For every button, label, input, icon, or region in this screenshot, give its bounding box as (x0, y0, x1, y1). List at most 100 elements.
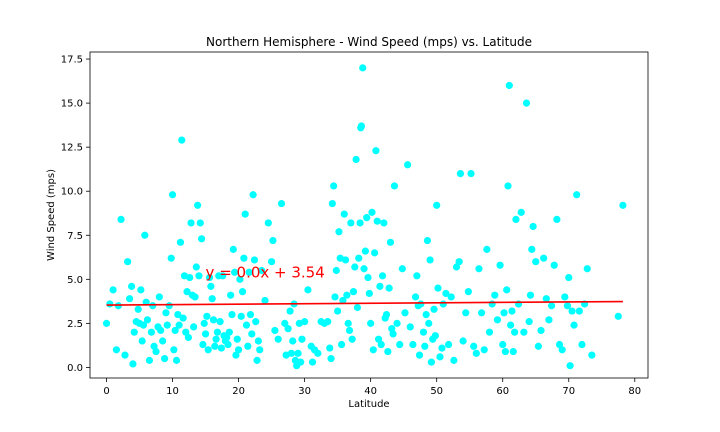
scatter-point (427, 358, 436, 366)
scatter-point (308, 358, 317, 366)
scatter-point (274, 335, 282, 343)
scatter-point (281, 319, 289, 327)
scatter-point (192, 263, 200, 271)
scatter-point (284, 325, 292, 333)
scatter-point (480, 346, 488, 354)
scatter-point (141, 231, 149, 239)
scatter-point (470, 342, 478, 350)
scatter-point (155, 293, 163, 301)
scatter-point (234, 346, 243, 354)
scatter-point (198, 235, 206, 243)
scatter-point (237, 312, 245, 320)
scatter-point (168, 191, 177, 199)
scatter-point (588, 351, 596, 359)
scatter-point (167, 254, 175, 262)
scatter-point (264, 219, 272, 227)
scatter-point (351, 263, 359, 271)
y-tick-label: 7.5 (67, 231, 83, 242)
scatter-point (117, 215, 125, 224)
scatter-point (455, 258, 463, 266)
scatter-point (553, 215, 561, 224)
x-tick-label: 70 (562, 386, 575, 397)
scatter-point (327, 355, 335, 363)
scatter-point (143, 316, 152, 324)
scatter-point (573, 191, 581, 199)
scatter-point (289, 337, 297, 345)
scatter-point (558, 346, 566, 354)
scatter-point (345, 326, 354, 335)
scatter-point (194, 201, 202, 209)
scatter-point (159, 337, 167, 345)
scatter-point (540, 254, 548, 262)
scatter-point (332, 266, 340, 275)
y-tick-label: 10.0 (61, 187, 83, 198)
scatter-point (499, 340, 507, 349)
scatter-point (361, 247, 369, 255)
scatter-point (233, 335, 241, 343)
scatter-point (326, 344, 334, 352)
scatter-point (459, 337, 467, 345)
scatter-point (359, 64, 367, 72)
scatter-point (228, 310, 236, 319)
scatter-point (413, 272, 421, 280)
scatter-point (464, 288, 472, 296)
x-tick-label: 60 (496, 386, 509, 397)
scatter-point (500, 309, 508, 317)
scatter-point (195, 272, 203, 280)
scatter-point (249, 191, 257, 199)
scatter-point (421, 342, 429, 350)
scatter-point (157, 326, 165, 335)
scatter-point (294, 349, 302, 357)
scatter-point (404, 161, 412, 169)
scatter-point (348, 335, 356, 343)
scatter-point (219, 272, 227, 280)
scatter-point (566, 362, 574, 370)
regression-equation-annotation: y = 0.0x + 3.54 (206, 264, 325, 282)
scatter-point (328, 199, 336, 208)
scatter-point (129, 360, 137, 368)
scatter-point (162, 309, 170, 317)
scatter-point (537, 326, 545, 335)
scatter-point (534, 342, 542, 350)
scatter-point (149, 302, 157, 310)
scatter-point (491, 291, 499, 299)
scatter-point (371, 249, 379, 257)
scatter-point (254, 337, 262, 345)
scatter-point (368, 208, 376, 216)
scatter-point (509, 347, 517, 356)
scatter-point (147, 328, 156, 336)
scatter-point (372, 147, 380, 155)
scatter-point (503, 286, 511, 294)
scatter-point (430, 305, 438, 313)
scatter-point (501, 347, 509, 356)
y-axis-ticks: 0.0 2.5 5.0 7.5 10.0 12.5 15.0 17.5 (61, 55, 90, 374)
scatter-point (297, 358, 305, 366)
scatter-point (205, 273, 214, 282)
scatter-point (347, 219, 355, 227)
scatter-point (542, 295, 550, 303)
scatter-point (349, 288, 358, 296)
scatter-point (356, 219, 364, 227)
scatter-point (227, 291, 235, 299)
scatter-point (578, 340, 586, 349)
scatter-point (431, 332, 439, 340)
plot-area-frame (89, 51, 649, 379)
scatter-point (152, 347, 160, 356)
scatter-point (563, 302, 572, 310)
scatter-point (178, 136, 186, 144)
scatter-point (467, 169, 475, 178)
scatter-point (207, 282, 215, 290)
scatter-point (415, 351, 424, 359)
scatter-point (163, 321, 171, 329)
scatter-point (269, 236, 277, 245)
scatter-point (504, 182, 512, 190)
scatter-point (231, 268, 239, 276)
scatter-point (208, 295, 216, 303)
y-tick-label: 17.5 (61, 55, 83, 66)
scatter-point (360, 265, 368, 273)
scatter-point (382, 310, 391, 319)
scatter-point (401, 309, 409, 317)
x-tick-label: 50 (430, 386, 443, 397)
scatter-point (212, 335, 220, 343)
scatter-point (550, 261, 558, 269)
